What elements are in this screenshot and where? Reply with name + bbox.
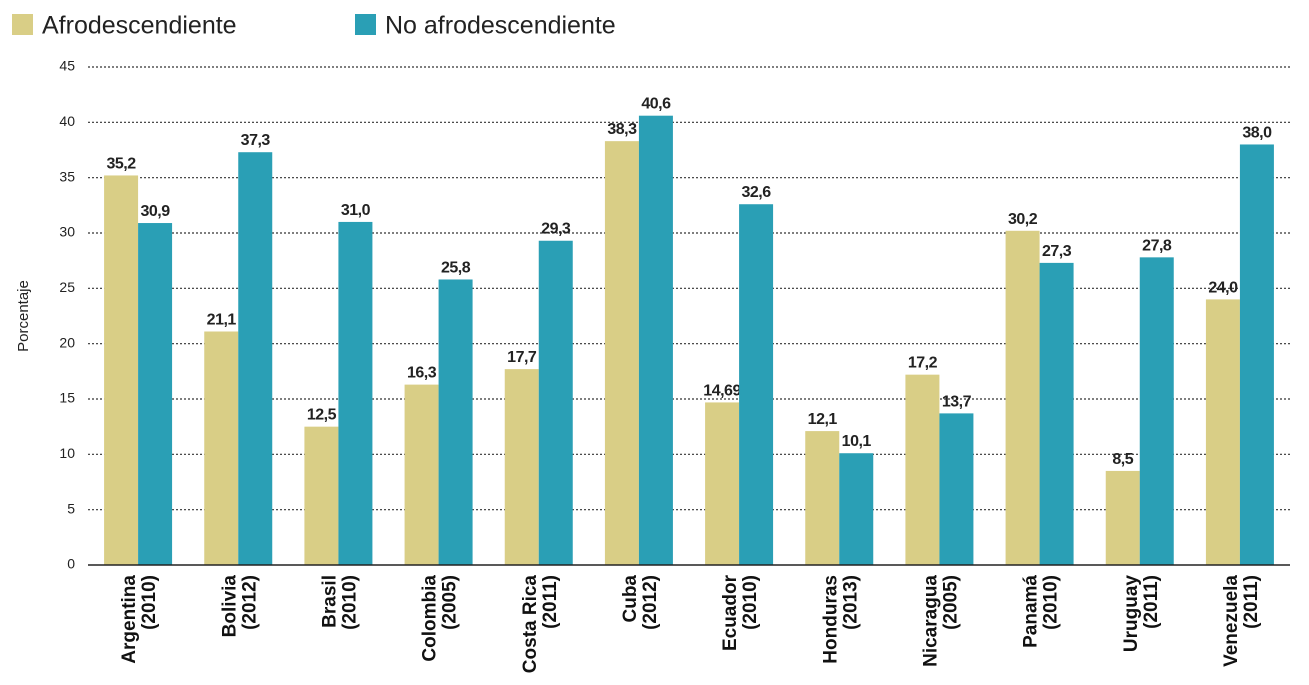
y-tick-label: 40	[59, 113, 75, 129]
bar	[1205, 299, 1240, 565]
x-tick-label: Argentina(2010)	[119, 575, 160, 664]
x-tick-label: Honduras(2013)	[820, 575, 861, 664]
bar	[104, 175, 139, 565]
bar	[805, 431, 840, 565]
bar	[839, 453, 874, 565]
value-label: 24,0	[1208, 279, 1238, 296]
x-tick-label: Nicaragua(2005)	[920, 575, 961, 667]
bar	[238, 152, 273, 566]
value-label: 29,3	[541, 221, 571, 238]
bar	[304, 426, 339, 565]
value-label: 40,6	[641, 96, 671, 113]
legend-swatch	[12, 14, 33, 35]
bar	[138, 223, 173, 566]
value-label: 38,3	[607, 121, 637, 138]
value-label: 13,7	[942, 393, 972, 410]
bar	[404, 384, 439, 565]
value-label: 35,2	[107, 155, 137, 172]
value-label: 10,1	[842, 433, 872, 450]
value-label: 31,0	[341, 202, 371, 219]
y-tick-label: 10	[59, 445, 75, 461]
bar	[1239, 144, 1274, 565]
x-tick-label: Cuba(2012)	[620, 575, 661, 630]
value-label: 38,0	[1242, 124, 1272, 141]
legend-swatch	[355, 14, 376, 35]
bar	[739, 204, 774, 565]
bar	[939, 413, 974, 565]
value-label: 12,5	[307, 407, 337, 424]
x-tick-label: Brasil(2010)	[319, 575, 360, 630]
x-tick-label: Panamá(2010)	[1021, 575, 1062, 648]
y-axis-label: Porcentaje	[15, 280, 32, 352]
x-tick-label: Colombia(2005)	[420, 575, 461, 662]
bar	[438, 279, 473, 565]
bar	[905, 374, 940, 565]
y-tick-label: 20	[59, 334, 75, 350]
value-label: 8,5	[1112, 451, 1133, 468]
value-label: 27,8	[1142, 237, 1172, 254]
bar	[1005, 230, 1040, 565]
legend-label: Afrodescendiente	[42, 12, 237, 40]
y-tick-label: 0	[67, 556, 75, 572]
value-label: 32,6	[742, 184, 772, 201]
value-label: 30,9	[141, 203, 171, 220]
x-tick-label: Bolivia(2012)	[219, 575, 260, 638]
y-tick-label: 25	[59, 279, 75, 295]
bar	[504, 369, 539, 565]
value-label: 16,3	[407, 365, 437, 382]
bar	[1039, 262, 1074, 565]
value-label: 25,8	[441, 259, 471, 276]
y-tick-label: 35	[59, 168, 75, 184]
bar	[204, 331, 239, 565]
y-tick-label: 30	[59, 224, 75, 240]
bar	[538, 240, 573, 565]
value-label: 27,3	[1042, 243, 1072, 260]
x-tick-label: Costa Rica(2011)	[520, 575, 561, 674]
bar	[1139, 257, 1174, 565]
bar	[705, 402, 740, 565]
value-label: 17,2	[908, 355, 938, 372]
y-tick-label: 5	[67, 500, 75, 516]
y-tick-label: 45	[59, 58, 75, 74]
value-label: 30,2	[1008, 211, 1038, 228]
bar	[338, 221, 373, 565]
bar	[604, 141, 639, 565]
x-tick-label: Uruguay(2011)	[1121, 575, 1162, 653]
value-label: 17,7	[507, 349, 537, 366]
y-tick-label: 15	[59, 390, 75, 406]
legend-label: No afrodescendiente	[385, 12, 616, 40]
x-tick-label: Ecuador(2010)	[720, 574, 761, 651]
bar	[638, 115, 673, 566]
value-label: 21,1	[207, 311, 237, 328]
bar	[1105, 470, 1140, 565]
x-tick-label: Venezuela(2011)	[1221, 575, 1262, 667]
value-label: 12,1	[808, 411, 838, 428]
value-label: 14,69	[703, 382, 741, 399]
value-label: 37,3	[241, 132, 271, 149]
